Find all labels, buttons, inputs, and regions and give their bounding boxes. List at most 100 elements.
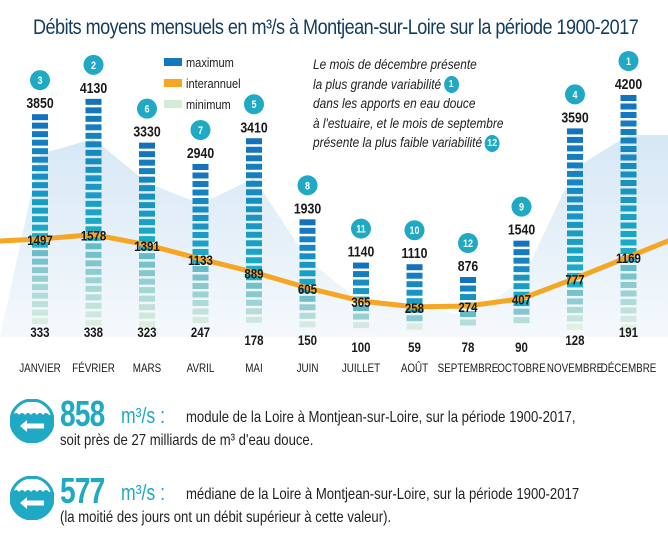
- bar-segment: [567, 204, 583, 211]
- bar-segment: [139, 278, 155, 285]
- note-line: Le mois de décembre présente: [313, 57, 477, 72]
- bar-segment: [299, 261, 316, 268]
- bar-segment: [32, 233, 48, 240]
- bar-segment: [567, 145, 583, 152]
- bar-segment: [85, 141, 102, 148]
- bar-segment: [192, 164, 209, 170]
- bar-segment: [299, 321, 316, 328]
- bar-segment: [567, 162, 583, 169]
- bar-segment: [192, 215, 209, 221]
- bar-segment: [246, 240, 262, 247]
- legend-label: maximum: [186, 55, 234, 70]
- bar-segment: [192, 308, 209, 315]
- bar-segment: [513, 300, 530, 307]
- bar-segment: [139, 185, 155, 192]
- max-value-label: 1930: [294, 200, 322, 216]
- bar-segment: [139, 304, 155, 311]
- min-value-label: 191: [619, 324, 638, 340]
- min-value-label: 100: [351, 339, 370, 355]
- bar-segment: [299, 270, 316, 277]
- min-value-label: 323: [137, 324, 156, 340]
- bar-segment: [513, 308, 530, 315]
- bar-segment: [85, 124, 102, 131]
- variability-note: Le mois de décembre présente la plus gra…: [313, 55, 503, 153]
- bar-segment: [85, 209, 102, 216]
- rank-badge-label: 7: [198, 125, 203, 137]
- rank-badge: [297, 175, 318, 196]
- bar-segment: [192, 189, 209, 196]
- bar-novembre: [567, 128, 583, 330]
- bar-segment: [353, 305, 369, 312]
- bar-segment: [406, 272, 423, 279]
- bar-segment: [567, 289, 583, 296]
- rank-badge-label: 8: [305, 181, 310, 193]
- bar-segment: [192, 206, 209, 213]
- bar-segment: [620, 129, 637, 135]
- min-value-label: 128: [565, 332, 584, 348]
- bar-segment: [32, 318, 48, 325]
- bar-segment: [567, 306, 583, 313]
- bar-segment: [620, 197, 637, 203]
- bar-segment: [32, 122, 48, 129]
- bar-segment: [406, 315, 423, 322]
- bar-segment: [139, 151, 155, 158]
- note-line: à l'estuaire, et le mois de septembre: [313, 115, 504, 131]
- bar-segment: [353, 288, 369, 295]
- bar-segment: [246, 163, 262, 170]
- bar-segment: [192, 274, 209, 281]
- interannual-value-label: 1169: [616, 250, 641, 266]
- bar-segment: [620, 146, 637, 152]
- bar-segment: [406, 289, 423, 296]
- bar-segment: [246, 308, 262, 315]
- bar-segment: [513, 240, 530, 247]
- bar-segment: [32, 275, 48, 282]
- stat-value: 577: [60, 470, 105, 511]
- bar-segment: [246, 197, 262, 204]
- rank-badge: [458, 233, 478, 254]
- legend-label: minimum: [186, 97, 231, 112]
- bar-segment: [620, 290, 637, 297]
- bar-segment: [567, 136, 583, 143]
- interannual-value-label: 1133: [188, 252, 213, 268]
- bar-segment: [32, 165, 48, 172]
- bar-segment: [85, 98, 102, 105]
- rank-badge: [565, 84, 585, 105]
- bar-segment: [620, 188, 637, 195]
- bar-segment: [567, 247, 583, 254]
- bar-segment: [353, 322, 369, 329]
- bar-segment: [299, 244, 316, 251]
- rank-badge-label: 6: [144, 104, 149, 116]
- bar-segment: [299, 304, 316, 311]
- bar-segment: [620, 163, 637, 169]
- bar-segment: [192, 198, 209, 204]
- interannual-value-label: 1391: [134, 238, 160, 254]
- bar-segment: [620, 248, 637, 254]
- max-value-label: 1110: [402, 245, 428, 261]
- bar-segment: [620, 137, 637, 144]
- bar-segment: [139, 176, 155, 183]
- bar-mai: [246, 138, 262, 323]
- bar-segment: [246, 189, 262, 196]
- bar-segment: [139, 142, 155, 149]
- bar-segment: [246, 316, 262, 323]
- bar-mars: [139, 142, 155, 328]
- legend-label: interannuel: [186, 76, 241, 91]
- max-value-label: 876: [458, 258, 479, 274]
- rank-badge: [244, 94, 264, 115]
- bar-segment: [85, 294, 102, 301]
- bar-segment: [246, 299, 262, 306]
- bar-segment: [567, 315, 583, 322]
- chart-title: Débits moyens mensuels en m³/s à Montjea…: [33, 16, 639, 39]
- min-value-label: 150: [298, 332, 317, 348]
- bar-segment: [513, 257, 530, 264]
- bar-segment: [406, 264, 423, 271]
- bar-segment: [192, 232, 209, 238]
- bar-segment: [32, 182, 48, 189]
- bar-segment: [460, 319, 476, 326]
- month-label: AVRIL: [187, 362, 215, 375]
- legend-swatch-maximum: [164, 58, 182, 66]
- rank-badge-label: 10: [409, 225, 419, 237]
- bar-segment: [85, 107, 102, 114]
- bar-octobre: [513, 240, 530, 324]
- bar-segment: [85, 251, 102, 258]
